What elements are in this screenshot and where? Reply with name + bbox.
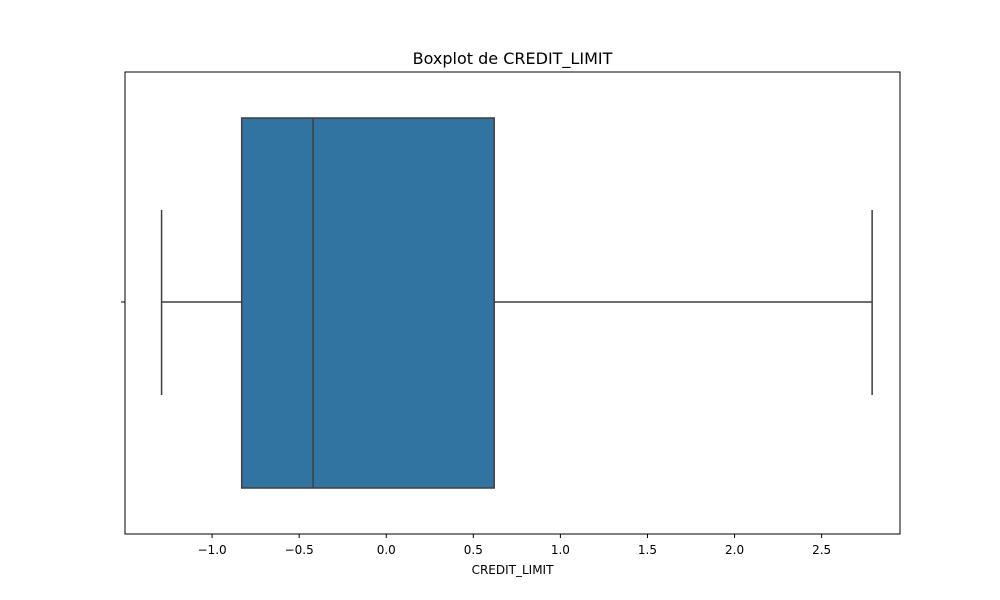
- x-tick-label: −1.0: [198, 543, 227, 557]
- x-tick-label: 0.0: [377, 543, 396, 557]
- x-axis-label: CREDIT_LIMIT: [472, 563, 555, 577]
- x-tick-label: 0.5: [464, 543, 483, 557]
- plot-area: [160, 117, 873, 489]
- axes-frame: [124, 71, 901, 535]
- box-iqr: [240, 117, 495, 489]
- chart-title: Boxplot de CREDIT_LIMIT: [413, 49, 613, 69]
- x-tick-label: 1.5: [638, 543, 657, 557]
- x-tick-label: −0.5: [285, 543, 314, 557]
- x-tick-label: 2.5: [812, 543, 831, 557]
- x-tick-label: 2.0: [725, 543, 744, 557]
- x-axis: −1.0 −0.5 0.0 0.5 1.0 1.5 2.0 2.5: [198, 534, 831, 557]
- x-tick-label: 1.0: [551, 543, 570, 557]
